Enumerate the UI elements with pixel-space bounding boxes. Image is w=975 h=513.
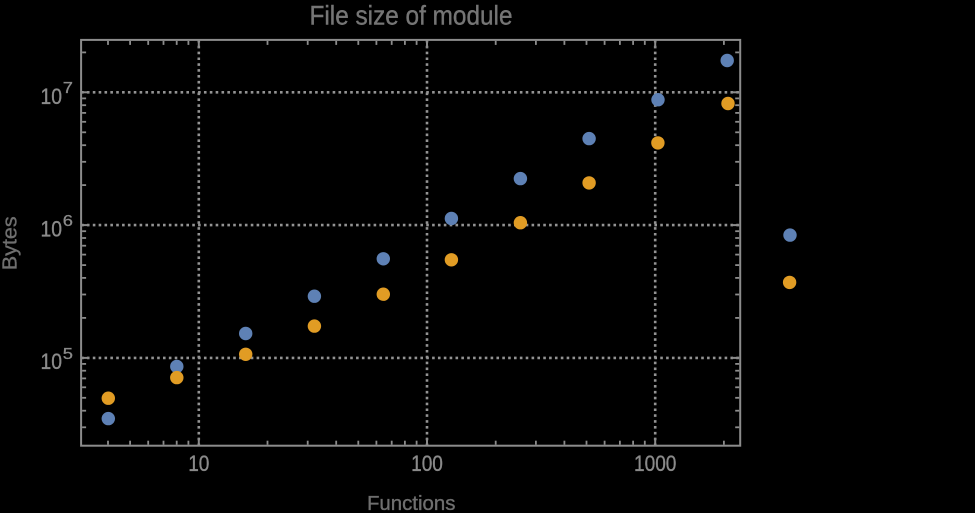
svg-text:1000: 1000 bbox=[634, 451, 676, 476]
svg-text:File size of module: File size of module bbox=[310, 1, 513, 31]
svg-text:100: 100 bbox=[411, 451, 443, 476]
svg-text:10: 10 bbox=[41, 349, 63, 374]
svg-text:10: 10 bbox=[188, 451, 209, 476]
svg-text:Functions: Functions bbox=[367, 492, 456, 513]
svg-text:6: 6 bbox=[63, 213, 73, 230]
svg-text:7: 7 bbox=[63, 80, 73, 97]
svg-text:10: 10 bbox=[41, 217, 63, 242]
svg-text:5: 5 bbox=[63, 346, 73, 363]
svg-text:10: 10 bbox=[41, 84, 63, 109]
svg-text:Bytes: Bytes bbox=[0, 216, 22, 270]
